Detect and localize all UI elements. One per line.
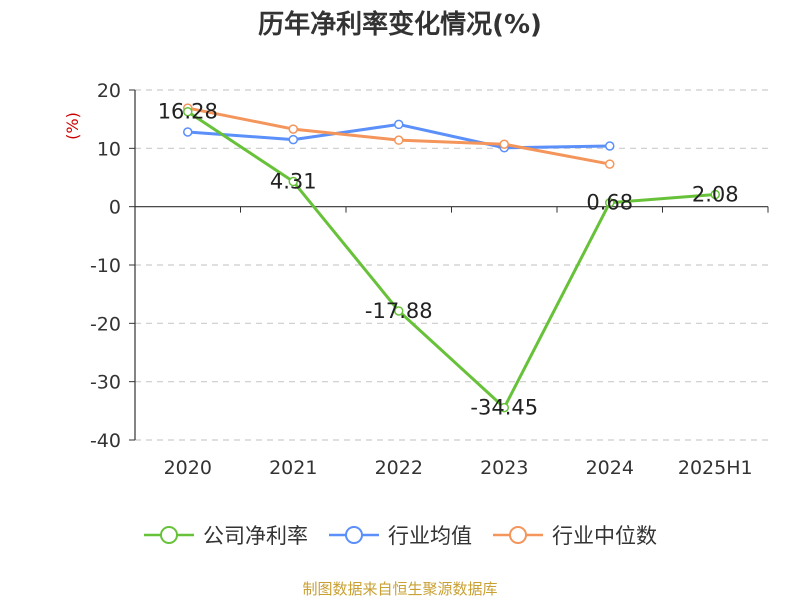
series-point-2 [605, 159, 615, 169]
legend-item[interactable]: 公司净利率 [143, 520, 308, 550]
data-label: 0.68 [586, 191, 633, 215]
series-point-0 [710, 189, 720, 200]
legend-label: 行业均值 [388, 524, 472, 548]
legend-label: 行业中位数 [552, 524, 657, 548]
series-point-0 [605, 197, 615, 208]
y-tick-label: -20 [90, 313, 121, 335]
x-tick-label: 2024 [586, 457, 634, 479]
series-point-2 [499, 139, 509, 149]
data-label: 2.08 [692, 183, 739, 207]
data-label: 16.28 [158, 100, 218, 124]
series-point-0 [499, 402, 509, 413]
x-tick-label: 2025H1 [678, 457, 753, 479]
y-tick-label: 10 [97, 138, 121, 160]
legend-label: 公司净利率 [203, 524, 308, 548]
series-point-0 [183, 106, 193, 117]
series-point-2 [394, 135, 404, 145]
series-layer [183, 103, 720, 413]
legend: 公司净利率 行业均值 行业中位数 [0, 520, 800, 550]
series-point-0 [394, 306, 404, 316]
y-tick-label: -10 [90, 255, 121, 277]
legend-item[interactable]: 行业中位数 [492, 520, 657, 550]
y-tick-label: -40 [90, 430, 121, 452]
series-point-1 [183, 127, 193, 137]
data-label: 4.31 [270, 170, 317, 194]
axis-layer: 20 10 0 -10 -20 -30 -40 2020 2021 2022 2023 2024 202… [90, 80, 769, 479]
series-point-1 [394, 119, 404, 130]
y-axis-unit-label: (%) [63, 112, 82, 140]
data-label-layer: 16.28 4.31 -17.88 -34.45 0.68 2.08 [158, 100, 739, 420]
legend-item[interactable]: 行业均值 [328, 520, 472, 550]
legend-swatch-icon [493, 526, 543, 544]
y-tick-label: 0 [109, 197, 121, 219]
series-point-1 [288, 134, 298, 145]
x-tick-label: 2021 [269, 457, 317, 479]
source-note: 制图数据来自恒生聚源数据库 [302, 580, 498, 598]
series-point-0 [288, 176, 298, 187]
series-point-1 [605, 141, 615, 151]
data-label: -17.88 [365, 299, 433, 323]
legend-swatch-icon [144, 526, 194, 544]
series-line-0 [186, 110, 716, 410]
x-tick-label: 2020 [164, 457, 212, 479]
data-label: -34.45 [470, 396, 538, 420]
x-tick-label: 2022 [375, 457, 423, 479]
legend-swatch-icon [329, 526, 379, 544]
y-tick-label: -30 [90, 372, 121, 394]
series-point-2 [288, 124, 298, 134]
y-tick-label: 20 [97, 80, 121, 102]
chart-title: 历年净利率变化情况(%) [258, 10, 542, 40]
x-tick-label: 2023 [480, 457, 528, 479]
